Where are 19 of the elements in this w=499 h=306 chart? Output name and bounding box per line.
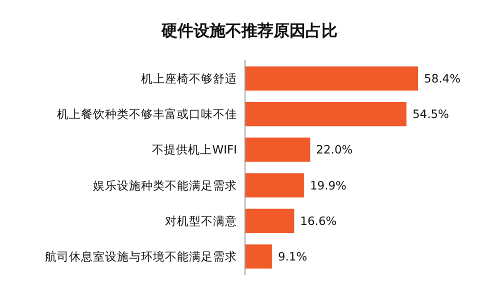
data-label: 22.0% [316,142,353,157]
y-tick-label: 不提供机上WIFI [152,142,237,157]
bar [245,66,418,91]
chart-title: 硬件设施不推荐原因占比 [160,21,338,40]
y-tick-label: 娱乐设施种类不能满足需求 [93,178,237,192]
bar [245,244,272,269]
bar [245,138,310,162]
data-label: 58.4% [424,72,461,86]
data-label: 19.9% [310,178,347,192]
data-label: 9.1% [278,250,308,264]
data-label: 16.6% [300,214,337,228]
bar [245,102,406,126]
bar [245,208,294,233]
data-label: 54.5% [412,107,450,122]
bar [245,173,304,198]
y-tick-label: 机上餐饮种类不够丰富或口味不佳 [57,107,237,122]
y-tick-label: 对机型不满意 [165,214,237,228]
y-tick-label: 机上座椅不够舒适 [141,72,237,86]
y-tick-label: 航司休息室设施与环境不能满足需求 [45,250,237,264]
